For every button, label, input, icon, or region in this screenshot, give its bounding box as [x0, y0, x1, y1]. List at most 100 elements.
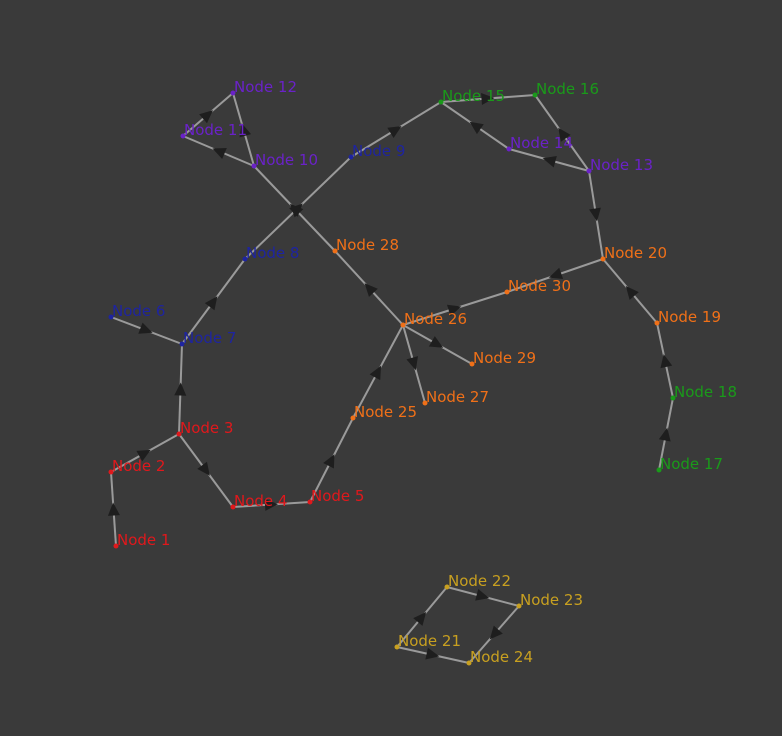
arrowhead-n13-n14 — [542, 155, 557, 168]
graph-node-n6[interactable]: Node 6 — [108, 302, 166, 320]
graph-node-n5[interactable]: Node 5 — [307, 487, 365, 505]
node-dot[interactable] — [670, 395, 676, 401]
node-dot[interactable] — [251, 163, 257, 169]
arrowhead-n2-n3 — [136, 449, 151, 462]
arrowhead-n10-n12 — [239, 123, 252, 138]
node-label: Node 28 — [336, 236, 399, 254]
graph-node-n20[interactable]: Node 20 — [600, 244, 668, 262]
node-dot[interactable] — [332, 248, 338, 254]
graph-node-n19[interactable]: Node 19 — [654, 308, 722, 326]
node-label: Node 5 — [311, 487, 364, 505]
node-dot[interactable] — [586, 168, 592, 174]
node-dot[interactable] — [180, 133, 186, 139]
node-dot[interactable] — [307, 499, 313, 505]
graph-node-n10[interactable]: Node 10 — [251, 151, 319, 169]
node-dot[interactable] — [516, 603, 522, 609]
node-dot[interactable] — [179, 341, 185, 347]
graph-node-n11[interactable]: Node 11 — [180, 121, 248, 139]
node-label: Node 20 — [604, 244, 667, 262]
graph-node-n16[interactable]: Node 16 — [532, 80, 600, 98]
graph-node-n2[interactable]: Node 2 — [108, 457, 166, 475]
node-dot[interactable] — [230, 504, 236, 510]
node-dot[interactable] — [400, 322, 406, 328]
node-dot[interactable] — [422, 400, 428, 406]
node-dot[interactable] — [108, 314, 114, 320]
graph-node-n1[interactable]: Node 1 — [113, 531, 171, 549]
graph-node-n24[interactable]: Node 24 — [466, 648, 534, 666]
arrowhead-n26-n30 — [446, 304, 462, 317]
graph-node-n29[interactable]: Node 29 — [469, 349, 537, 367]
node-dot[interactable] — [469, 361, 475, 367]
node-label: Node 23 — [520, 591, 583, 609]
node-label: Node 18 — [674, 383, 737, 401]
graph-node-n13[interactable]: Node 13 — [586, 156, 654, 174]
node-dot[interactable] — [656, 467, 662, 473]
node-label: Node 9 — [352, 142, 405, 160]
graph-node-n22[interactable]: Node 22 — [444, 572, 512, 590]
node-dot[interactable] — [504, 289, 510, 295]
arrowhead-n1-n2 — [107, 502, 120, 516]
node-label: Node 22 — [448, 572, 511, 590]
graph-node-n30[interactable]: Node 30 — [504, 277, 572, 295]
arrowhead-n3-n4 — [197, 461, 210, 476]
graph-node-n15[interactable]: Node 15 — [438, 87, 506, 105]
arrowhead-n13-n16 — [558, 127, 571, 142]
graph-node-n23[interactable]: Node 23 — [516, 591, 584, 609]
node-dot[interactable] — [600, 256, 606, 262]
node-dot[interactable] — [532, 92, 538, 98]
arrowhead-n10-n11 — [212, 148, 227, 160]
node-label: Node 6 — [112, 302, 165, 320]
node-dot[interactable] — [176, 431, 182, 437]
graph-node-n28[interactable]: Node 28 — [332, 236, 400, 254]
arrowhead-n28-n10 — [290, 203, 304, 218]
node-label: Node 26 — [404, 310, 467, 328]
node-label: Node 12 — [234, 78, 297, 96]
arrowhead-n3-n7 — [174, 382, 187, 396]
node-dot[interactable] — [348, 154, 354, 160]
arrowhead-n23-n24 — [489, 625, 503, 640]
node-dot[interactable] — [350, 415, 356, 421]
graph-node-n17[interactable]: Node 17 — [656, 455, 724, 473]
node-label: Node 21 — [398, 632, 461, 650]
graph-node-n12[interactable]: Node 12 — [230, 78, 298, 96]
arrowhead-n22-n23 — [475, 589, 490, 601]
node-label: Node 7 — [183, 329, 236, 347]
node-label: Node 8 — [246, 244, 299, 262]
graph-node-n3[interactable]: Node 3 — [176, 419, 234, 437]
graph-node-n26[interactable]: Node 26 — [400, 310, 468, 328]
arrowhead-n5-n25 — [323, 454, 335, 469]
node-dot[interactable] — [444, 584, 450, 590]
arrowhead-n7-n8 — [204, 296, 218, 311]
node-label: Node 14 — [510, 134, 573, 152]
graph-node-n4[interactable]: Node 4 — [230, 492, 288, 510]
node-label: Node 15 — [442, 87, 505, 105]
graph-node-n8[interactable]: Node 8 — [242, 244, 300, 262]
arrowhead-n18-n19 — [660, 354, 673, 369]
node-label: Node 10 — [255, 151, 318, 169]
node-label: Node 16 — [536, 80, 599, 98]
arrowhead-n14-n15 — [469, 121, 484, 135]
nodes-layer: Node 1 Node 2 Node 3 Node 4 Node 5 Node 6 Node… — [108, 78, 738, 666]
node-label: Node 13 — [590, 156, 653, 174]
node-dot[interactable] — [113, 543, 119, 549]
graph-node-n25[interactable]: Node 25 — [350, 403, 418, 421]
node-dot[interactable] — [654, 320, 660, 326]
node-dot[interactable] — [394, 644, 400, 650]
node-label: Node 30 — [508, 277, 571, 295]
graph-node-n18[interactable]: Node 18 — [670, 383, 738, 401]
graph-node-n27[interactable]: Node 27 — [422, 388, 490, 406]
node-dot[interactable] — [108, 469, 114, 475]
graph-node-n9[interactable]: Node 9 — [348, 142, 406, 160]
node-dot[interactable] — [506, 146, 512, 152]
node-label: Node 19 — [658, 308, 721, 326]
node-dot[interactable] — [230, 90, 236, 96]
graph-node-n14[interactable]: Node 14 — [506, 134, 574, 152]
node-dot[interactable] — [466, 660, 472, 666]
node-label: Node 17 — [660, 455, 723, 473]
graph-node-n21[interactable]: Node 21 — [394, 632, 462, 650]
node-dot[interactable] — [438, 99, 444, 105]
node-dot[interactable] — [242, 256, 248, 262]
graph-node-n7[interactable]: Node 7 — [179, 329, 237, 347]
arrowhead-n26-n29 — [428, 336, 444, 348]
